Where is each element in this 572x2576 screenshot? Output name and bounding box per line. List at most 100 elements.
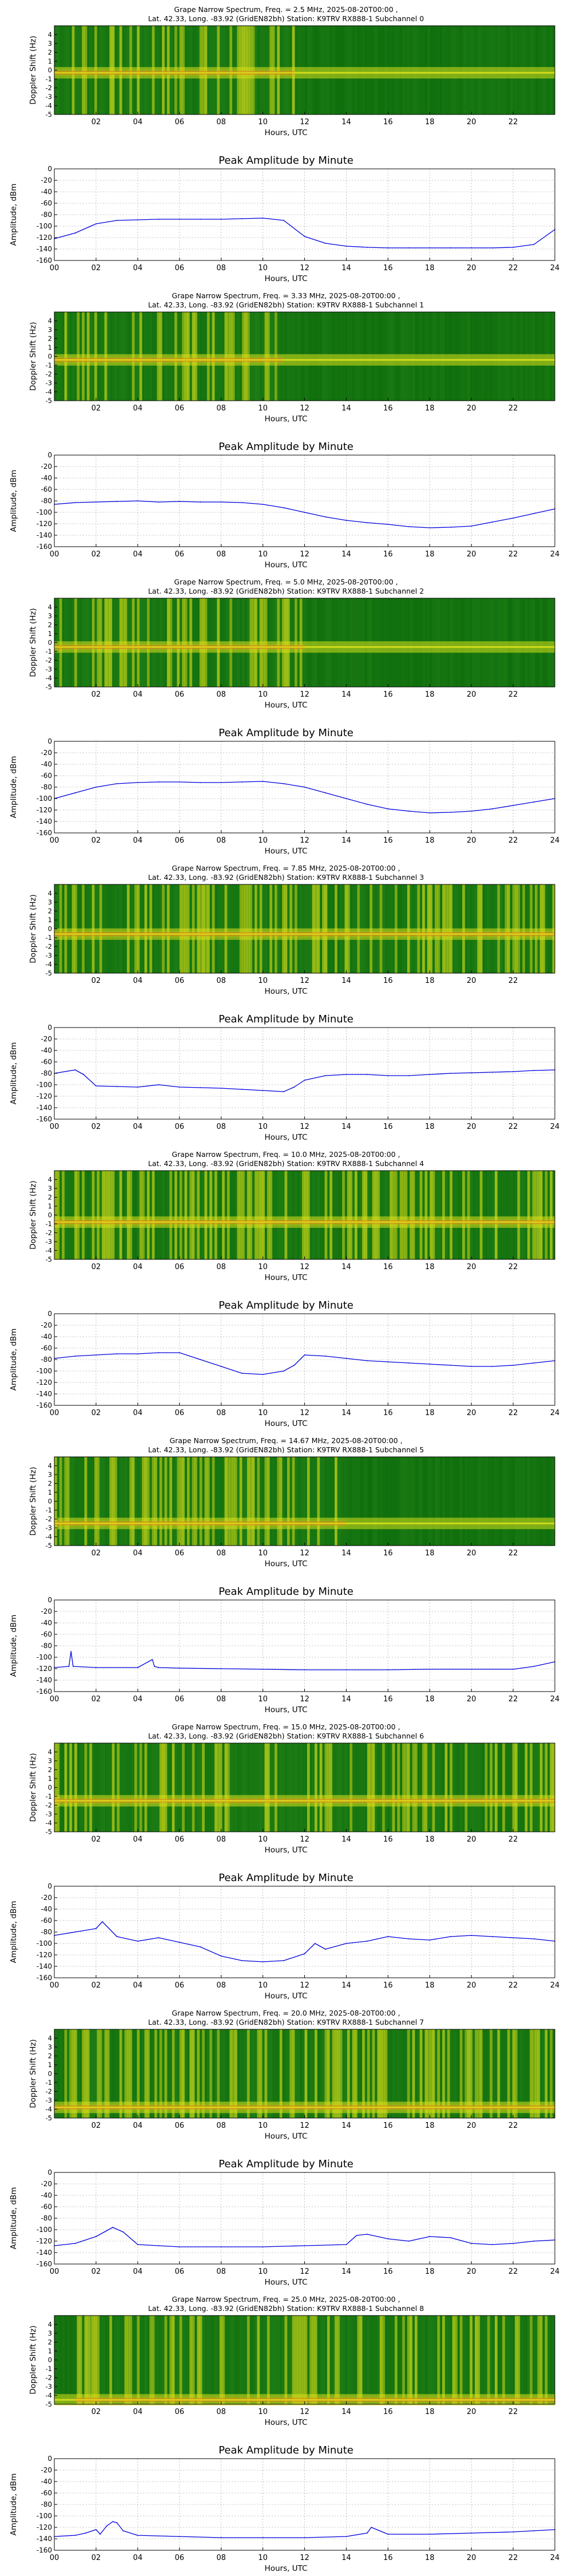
amplitude-xtick-label: 00: [50, 1123, 59, 1131]
amplitude-ytick-label: -20: [41, 463, 52, 471]
amplitude-point: [122, 2530, 124, 2531]
amplitude-xtick-label: 00: [50, 1409, 59, 1417]
spectrum-streak: [444, 1171, 448, 1259]
amplitude-point: [200, 1359, 201, 1360]
amplitude-point: [304, 2245, 305, 2246]
carrier-line: [54, 72, 555, 74]
spectrum-streak: [179, 1457, 182, 1546]
spectrum-streak: [64, 2029, 67, 2118]
spectrum-streak: [482, 2316, 485, 2404]
spectrum-streak: [430, 1743, 433, 1832]
spectrum-streak: [495, 1457, 498, 1546]
spectrum-streak: [355, 2316, 357, 2404]
amplitude-ytick-label: -60: [41, 1058, 52, 1066]
spectrum-streak: [484, 1171, 488, 1259]
spectrum-streak: [424, 2316, 428, 2404]
spectrum-streak: [339, 2316, 343, 2404]
amplitude-point: [96, 1667, 97, 1668]
amplitude-point: [408, 811, 410, 812]
spectrum-streak: [77, 2029, 80, 2118]
amplitude-point: [283, 220, 284, 221]
spectrum-streak: [395, 2029, 398, 2118]
amplitude-xtick-label: 18: [425, 2267, 435, 2276]
spectrum-subtitle: Lat. 42.33, Long. -83.92 (GridEN82bh) St…: [148, 1732, 424, 1740]
amplitude-xtick-label: 08: [216, 1695, 226, 1704]
spectrum-streak: [164, 1171, 168, 1259]
spectrum-streak: [222, 1743, 225, 1832]
spectrum-streak: [402, 1743, 405, 1832]
amplitude-point: [96, 501, 97, 503]
spectrum-xtick-label: 12: [300, 977, 309, 985]
spectrum-xtick-label: 18: [425, 977, 435, 985]
spectrum-streak: [452, 1171, 455, 1259]
spectrum-streak: [497, 1457, 500, 1546]
spectrum-title: Grape Narrow Spectrum, Freq. = 2.5 MHz, …: [174, 5, 398, 14]
spectrum-streak: [457, 1457, 460, 1546]
amplitude-xtick-label: 06: [174, 264, 184, 272]
spectrum-subtitle: Lat. 42.33, Long. -83.92 (GridEN82bh) St…: [148, 1159, 424, 1168]
spectrum-streak: [206, 2029, 210, 2118]
spectrum-streak: [222, 1171, 225, 1259]
spectrum-streak: [186, 1457, 190, 1546]
spectrum-streak: [132, 2029, 135, 2118]
spectrum-ytick-label: 4: [48, 2034, 52, 2042]
spectrum-streak: [522, 1743, 525, 1832]
amplitude-xtick-label: 24: [550, 2554, 560, 2562]
spectrum-streak: [154, 1171, 157, 1259]
amplitude-point: [491, 521, 493, 523]
spectrum-streak: [344, 2316, 348, 2404]
spectrum-streak: [499, 2029, 503, 2118]
spectrum-streak: [379, 1171, 383, 1259]
spectrum-streak: [117, 2029, 120, 2118]
spectrum-streak: [232, 1743, 235, 1832]
amplitude-xtick-label: 16: [383, 836, 393, 845]
spectrum-streak: [342, 2316, 345, 2404]
spectrum-subtitle: Lat. 42.33, Long. -83.92 (GridEN82bh) St…: [148, 2018, 424, 2026]
amplitude-xtick-label: 14: [341, 264, 351, 272]
spectrum-streak: [106, 1457, 110, 1546]
spectrum-ytick-label: -1: [46, 2365, 52, 2373]
spectrum-streak: [317, 1457, 320, 1546]
spectrum-streak: [112, 2316, 115, 2404]
spectrum-streak: [537, 2316, 541, 2404]
spectrum-streak: [267, 1743, 270, 1832]
carrier-line: [54, 359, 555, 361]
amplitude-xtick-label: 18: [425, 836, 435, 845]
spectrum-streak: [124, 1457, 128, 1546]
spectrum-streak: [512, 2029, 515, 2118]
amplitude-point: [262, 2246, 264, 2247]
spectrum-streak: [495, 2316, 498, 2404]
amplitude-xtick-label: 04: [133, 836, 143, 845]
spectrum-streak: [142, 1457, 145, 1546]
spectrum-streak: [347, 1743, 350, 1832]
spectrum-streak: [109, 1171, 113, 1259]
spectrum-streak: [319, 1743, 323, 1832]
spectrum-streak: [410, 1171, 413, 1259]
amplitude-xtick-label: 22: [509, 836, 518, 845]
spectrum-streak: [382, 2029, 385, 2118]
spectrum-streak: [450, 2316, 453, 2404]
spectrum-streak: [279, 2316, 283, 2404]
spectrum-streak: [232, 1457, 235, 1546]
spectrum-streak: [417, 1171, 420, 1259]
amplitude-point: [471, 2532, 472, 2534]
amplitude-point: [70, 1651, 72, 1652]
spectrum-xtick-label: 18: [425, 1263, 435, 1271]
amplitude-point: [83, 1074, 84, 1075]
spectrum-streak: [379, 1743, 383, 1832]
amplitude-point: [137, 2535, 138, 2536]
spectrum-streak: [97, 2029, 100, 2118]
spectrum-xtick-label: 08: [216, 977, 226, 985]
amplitude-xtick-label: 08: [216, 1123, 226, 1131]
amplitude-ylabel: Amplitude, dBm: [9, 1329, 18, 1391]
spectrum-streak: [64, 1457, 67, 1546]
spectrum-streak: [472, 2029, 475, 2118]
spectrum-streak: [204, 1743, 208, 1832]
spectrum-xtick-label: 08: [216, 2408, 226, 2416]
spectrum-streak: [166, 2029, 170, 2118]
spectrum-streak: [112, 1171, 115, 1259]
spectrum-streak: [412, 1743, 415, 1832]
spectrum-xtick-label: 02: [92, 690, 101, 699]
spectrum-streak: [304, 1743, 308, 1832]
amplitude-xtick-label: 00: [50, 2554, 59, 2562]
